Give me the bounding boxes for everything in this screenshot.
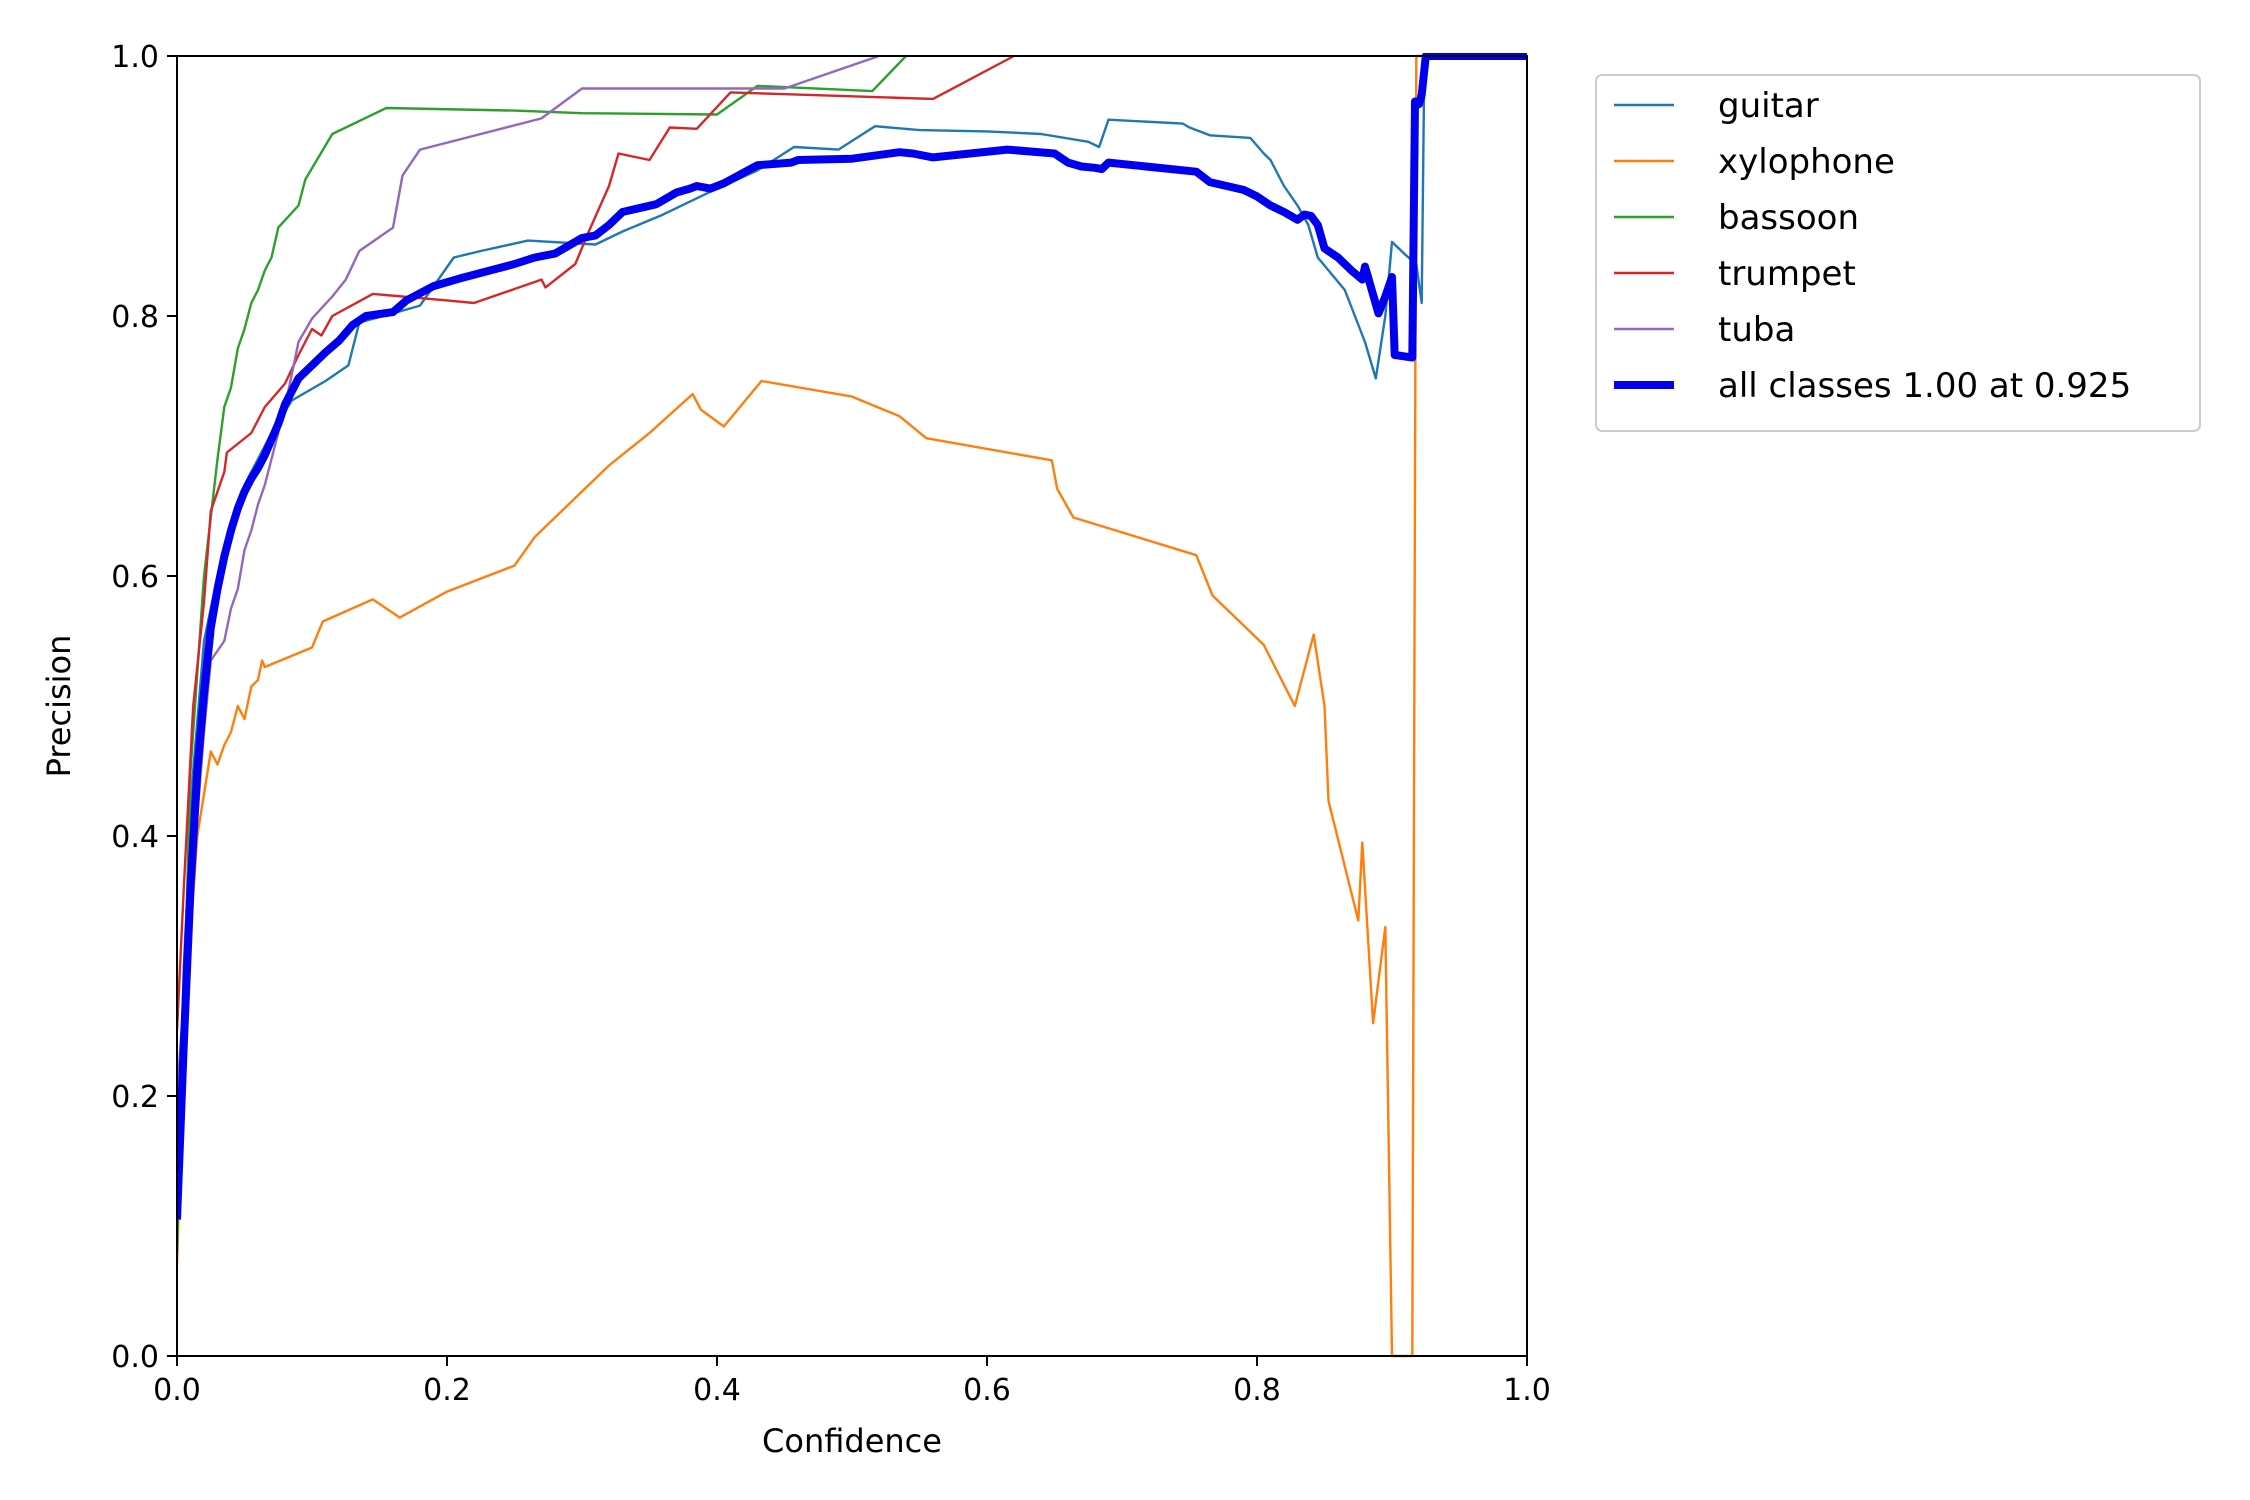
series-line-bassoon bbox=[177, 55, 907, 1253]
series-lines bbox=[177, 53, 1527, 1358]
y-tick-label: 0.8 bbox=[111, 300, 159, 335]
y-tick-label: 0.6 bbox=[111, 560, 159, 595]
legend-label: tuba bbox=[1718, 310, 1795, 350]
y-tick-label: 0.2 bbox=[111, 1080, 159, 1115]
legend-label: bassoon bbox=[1718, 198, 1859, 238]
series-line-guitar bbox=[177, 54, 1527, 1227]
legend: guitar xylophone bassoon trumpet tuba all cla… bbox=[1595, 74, 2201, 432]
x-tick-label: 0.4 bbox=[693, 1373, 741, 1408]
y-tick-label: 0.4 bbox=[111, 820, 159, 855]
y-axis-title: Precision bbox=[40, 635, 78, 778]
y-tick-label: 1.0 bbox=[111, 40, 159, 75]
x-tick-label: 0.6 bbox=[963, 1373, 1011, 1408]
legend-label: guitar bbox=[1718, 86, 1819, 126]
legend-label: xylophone bbox=[1718, 142, 1895, 182]
legend-label: trumpet bbox=[1718, 254, 1856, 294]
y-axis-ticks: 0.0 0.2 0.4 0.6 0.8 1.0 bbox=[111, 40, 177, 1375]
series-line-tuba bbox=[177, 54, 880, 1097]
series-line-xylophone bbox=[177, 54, 1527, 1358]
x-tick-label: 0.2 bbox=[423, 1373, 471, 1408]
x-tick-label: 1.0 bbox=[1503, 1373, 1551, 1408]
series-line-all bbox=[177, 53, 1527, 1220]
x-tick-label: 0.8 bbox=[1233, 1373, 1281, 1408]
series-line-trumpet bbox=[177, 54, 1015, 1032]
plot-frame bbox=[176, 55, 1528, 1357]
y-tick-label: 0.0 bbox=[111, 1340, 159, 1375]
legend-label: all classes 1.00 at 0.925 bbox=[1718, 366, 2131, 406]
legend-box bbox=[1595, 74, 2201, 432]
x-tick-label: 0.0 bbox=[153, 1373, 201, 1408]
x-axis-title: Confidence bbox=[762, 1422, 942, 1460]
x-axis-ticks: 0.0 0.2 0.4 0.6 0.8 1.0 bbox=[153, 1356, 1551, 1408]
